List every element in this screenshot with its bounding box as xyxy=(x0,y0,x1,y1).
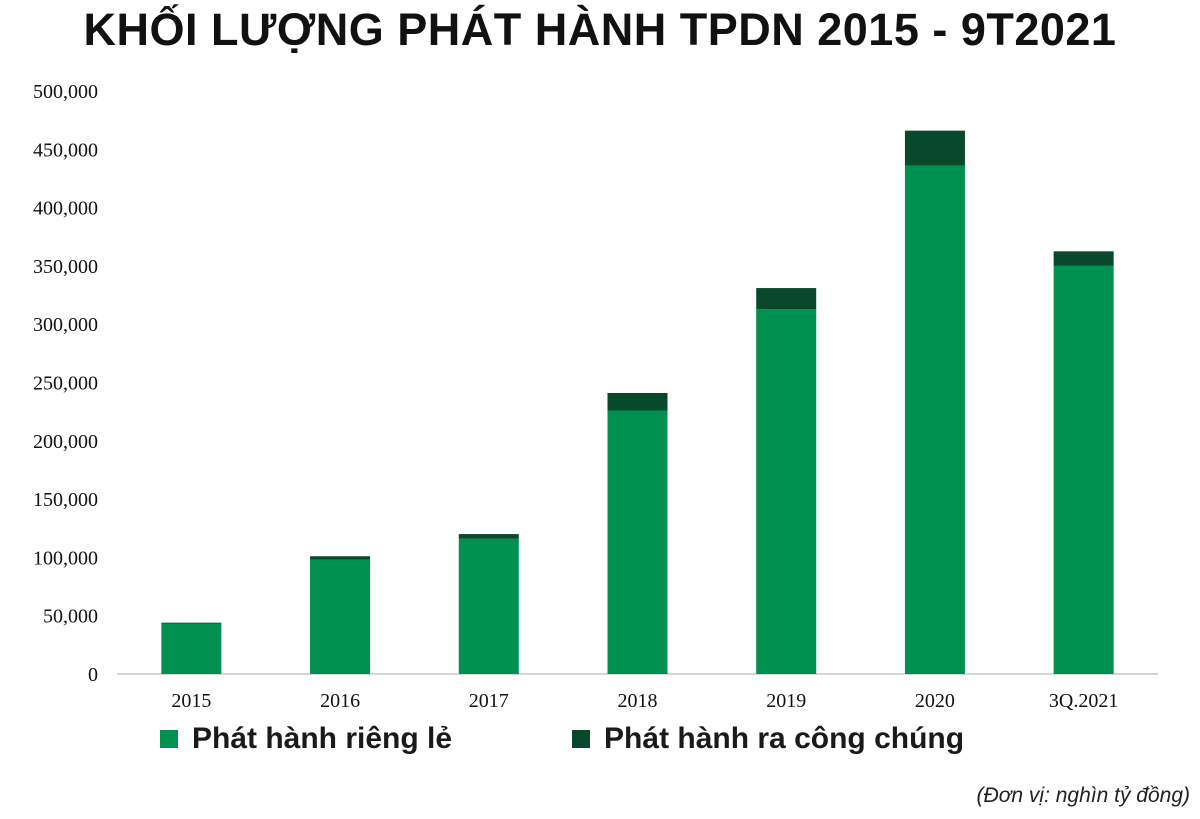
y-tick-label: 50,000 xyxy=(43,606,98,628)
x-tick-label: 2017 xyxy=(469,690,509,712)
y-tick-label: 500,000 xyxy=(33,81,98,103)
y-tick-label: 200,000 xyxy=(33,431,98,453)
bar-private xyxy=(756,309,817,674)
y-tick-label: 250,000 xyxy=(33,373,98,395)
bar-public xyxy=(756,288,817,310)
y-tick-label: 0 xyxy=(88,664,98,686)
y-tick-label: 400,000 xyxy=(33,198,98,220)
bar-public xyxy=(458,534,519,539)
bar-private xyxy=(1053,265,1114,674)
legend: Phát hành riêng lẻ Phát hành ra công chú… xyxy=(160,722,1084,756)
y-tick-label: 350,000 xyxy=(33,256,98,278)
x-tick-label: 2019 xyxy=(766,690,806,712)
chart-canvas: 0 50,000 100,000 150,000 200,000 250,000 300,0… xyxy=(33,81,1158,712)
bar-private xyxy=(161,623,222,674)
x-tick-label: 2015 xyxy=(171,690,211,712)
legend-swatch-private xyxy=(160,730,178,748)
x-tick-label: 2020 xyxy=(915,690,955,712)
bar-public xyxy=(607,392,668,411)
legend-label-private: Phát hành riêng lẻ xyxy=(192,722,453,755)
y-tick-label: 100,000 xyxy=(33,547,98,569)
x-tick-label: 3Q.2021 xyxy=(1049,690,1118,712)
legend-swatch-public xyxy=(572,730,591,748)
bar-private xyxy=(458,538,519,674)
x-tick-label: 2016 xyxy=(320,690,360,712)
bar-public xyxy=(310,556,371,560)
unit-note: (Đơn vị: nghìn tỷ đồng) xyxy=(976,784,1190,807)
bar-public xyxy=(161,622,222,624)
bar-private xyxy=(607,410,668,674)
x-tick-label: 2018 xyxy=(618,690,658,712)
legend-label-public: Phát hành ra công chúng xyxy=(604,722,965,755)
bar-public xyxy=(1053,251,1114,266)
y-tick-label: 300,000 xyxy=(33,314,98,336)
bar-private xyxy=(904,165,965,674)
y-tick-label: 150,000 xyxy=(33,489,98,511)
legend-item-private: Phát hành riêng lẻ xyxy=(160,722,452,756)
chart-title: KHỐI LƯỢNG PHÁT HÀNH TPDN 2015 - 9T2021 xyxy=(83,4,1117,55)
bar-public xyxy=(904,130,965,166)
legend-item-public: Phát hành ra công chúng xyxy=(572,722,964,756)
y-tick-label: 450,000 xyxy=(33,139,98,161)
bar-private xyxy=(310,559,371,674)
